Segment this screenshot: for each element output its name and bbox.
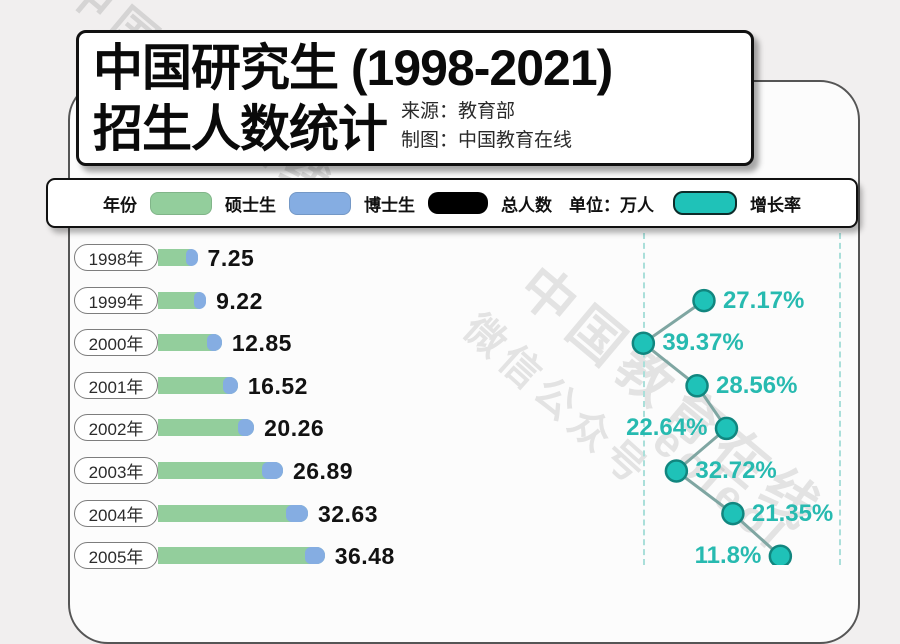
table-row: 2003年 26.89 xyxy=(0,457,900,485)
year-pill: 1998年 xyxy=(74,244,158,271)
legend-master-label: 硕士生 xyxy=(225,195,276,215)
total-bar xyxy=(158,334,222,352)
total-value-label: 16.52 xyxy=(247,372,308,399)
title-card: 中国研究生 (1998-2021) 招生人数统计 来源：教育部 制图：中国教育在… xyxy=(76,30,754,166)
year-pill: 2001年 xyxy=(74,371,158,399)
page-title-line1: 中国研究生 (1998-2021) xyxy=(93,40,613,96)
total-value-label: 9.22 xyxy=(216,287,263,314)
year-pill: 2003年 xyxy=(74,457,158,484)
total-bar xyxy=(158,547,325,565)
growth-dot xyxy=(692,288,716,313)
legend-total-label: 总人数 xyxy=(501,195,552,215)
growth-rate-label: 11.8% xyxy=(694,542,762,570)
growth-dot xyxy=(768,544,793,565)
total-bar xyxy=(158,376,238,394)
bar-rows: 1998年 7.25 1999年 9.22 2000年 12.85 2001年 16.52 20… xyxy=(0,244,900,570)
total-value-label: 12.85 xyxy=(231,330,292,357)
total-bar xyxy=(158,462,283,479)
phd-swatch-icon xyxy=(289,191,351,215)
total-bar xyxy=(158,504,308,522)
source-credit: 来源：教育部 制图：中国教育在线 xyxy=(401,97,572,155)
growth-rate-label: 32.72% xyxy=(695,457,777,484)
table-row: 1998年 7.25 xyxy=(0,244,900,272)
growth-rate-label: 22.64% xyxy=(626,414,708,442)
growth-swatch-icon xyxy=(673,191,737,215)
legend-year-label: 年份 xyxy=(103,195,137,215)
table-row: 2000年 12.85 xyxy=(0,329,900,357)
page-title-line2: 招生人数统计 xyxy=(93,101,388,157)
table-row: 2001年 16.52 xyxy=(0,371,900,400)
table-row: 1999年 9.22 xyxy=(0,286,900,315)
growth-rate-label: 21.35% xyxy=(751,499,834,527)
legend-growth-label: 增长率 xyxy=(750,195,801,215)
credit-text: 制图：中国教育在线 xyxy=(401,130,573,151)
phd-bar-segment xyxy=(206,334,222,352)
growth-gridline-40pct xyxy=(643,233,645,565)
phd-bar-segment xyxy=(222,376,238,394)
phd-bar-segment xyxy=(285,504,308,522)
source-text: 来源：教育部 xyxy=(401,101,516,122)
growth-dot xyxy=(714,416,739,441)
legend-unit-label: 单位：万人 xyxy=(569,195,654,215)
total-swatch-icon xyxy=(428,192,488,214)
total-value-label: 20.26 xyxy=(264,415,325,442)
phd-bar-segment xyxy=(238,419,255,437)
legend-phd-label: 博士生 xyxy=(364,195,415,215)
phd-bar-segment xyxy=(185,249,198,266)
growth-labels: 27.17% 39.37% 28.56% 22.64% 32.72% 21.35% 11.8… xyxy=(626,286,834,570)
legend-bar: 年份 硕士生 博士生 总人数 单位：万人 增长率 xyxy=(46,178,858,228)
growth-line-chart xyxy=(631,288,793,565)
total-value-label: 26.89 xyxy=(292,458,354,484)
table-row: 2004年 32.63 xyxy=(0,499,900,528)
year-pill: 2004年 xyxy=(74,499,158,527)
total-bar xyxy=(158,419,255,437)
phd-bar-segment xyxy=(261,462,283,479)
total-bar xyxy=(158,291,207,309)
master-swatch-icon xyxy=(150,191,212,215)
growth-dot xyxy=(721,501,745,526)
growth-gridline-0pct xyxy=(839,233,841,565)
total-bar xyxy=(158,249,198,266)
total-value-label: 7.25 xyxy=(207,245,255,271)
year-pill: 1999年 xyxy=(74,286,158,314)
growth-dot xyxy=(631,331,656,355)
total-value-label: 32.63 xyxy=(317,500,378,527)
phd-bar-segment xyxy=(304,547,325,565)
growth-dot xyxy=(685,374,709,398)
year-pill: 2002年 xyxy=(74,414,158,442)
growth-dot xyxy=(664,459,689,483)
growth-rate-label: 28.56% xyxy=(716,371,798,399)
year-pill: 2000年 xyxy=(74,329,158,357)
phd-bar-segment xyxy=(194,291,207,309)
growth-rate-label: 39.37% xyxy=(662,329,744,357)
table-row: 2002年 20.26 xyxy=(0,414,900,442)
growth-rate-label: 27.17% xyxy=(722,286,805,314)
